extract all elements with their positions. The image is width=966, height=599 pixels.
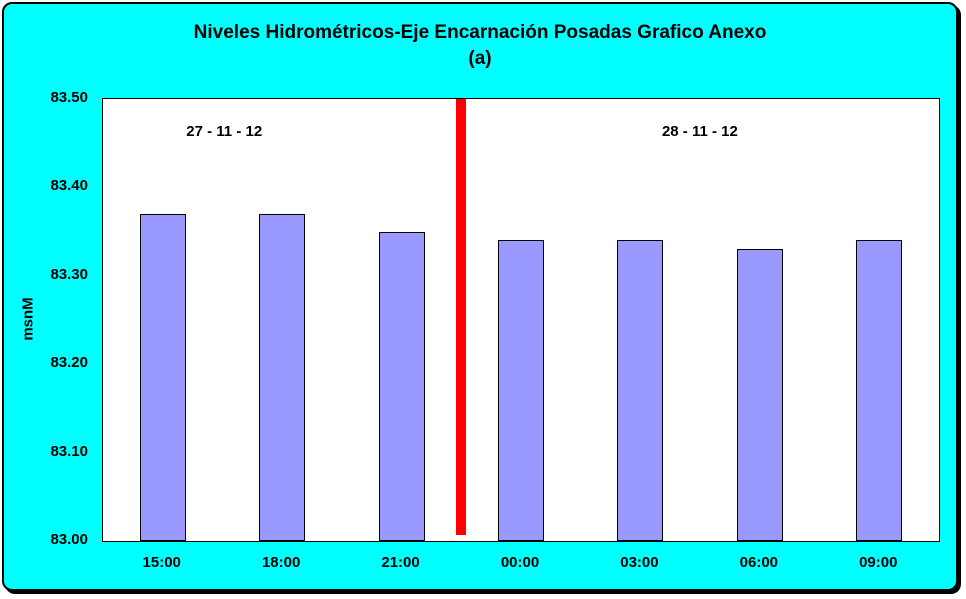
plot-area: 27 - 11 - 12 28 - 11 - 12 [102, 98, 940, 542]
x-tick-label: 06:00 [739, 554, 779, 571]
bar-09:00 [856, 240, 903, 541]
x-tick-label: 18:00 [261, 554, 301, 571]
date-divider-line [456, 99, 467, 535]
bar-00:00 [498, 240, 544, 541]
y-tick-label: 83.00 [50, 531, 88, 548]
chart-title-line1: Niveles Hidrométricos-Eje Encarnación Po… [193, 22, 767, 43]
y-tick-label: 83.40 [50, 177, 88, 195]
bar-15:00 [139, 213, 186, 541]
bar-03:00 [617, 240, 664, 541]
date-label-2: 28 - 11 - 12 [661, 123, 738, 140]
y-tick-label: 83.20 [50, 354, 88, 372]
x-tick-label: 09:00 [859, 554, 898, 571]
chart-frame: Niveles Hidrométricos-Eje Encarnación Po… [2, 2, 958, 591]
x-tick-label: 03:00 [620, 554, 659, 571]
bar-18:00 [259, 213, 306, 541]
y-tick-label: 83.10 [50, 442, 88, 460]
y-tick-label: 83.30 [50, 265, 88, 283]
x-tick-label: 00:00 [500, 554, 540, 571]
bar-06:00 [736, 249, 783, 541]
x-tick-label: 15:00 [142, 554, 181, 571]
chart-title-line2: (a) [468, 48, 492, 69]
bar-21:00 [378, 231, 425, 541]
y-axis-ticks: 83.50 83.40 83.30 83.20 83.10 83.00 [4, 89, 94, 548]
x-tick-label: 21:00 [381, 554, 420, 571]
x-axis-labels: 15:00 18:00 21:00 00:00 03:00 06:00 09:00 [102, 548, 938, 578]
y-tick-label: 83.50 [50, 89, 88, 106]
date-label-1: 27 - 11 - 12 [186, 123, 263, 140]
chart-title: Niveles Hidrométricos-Eje Encarnación Po… [4, 20, 956, 72]
